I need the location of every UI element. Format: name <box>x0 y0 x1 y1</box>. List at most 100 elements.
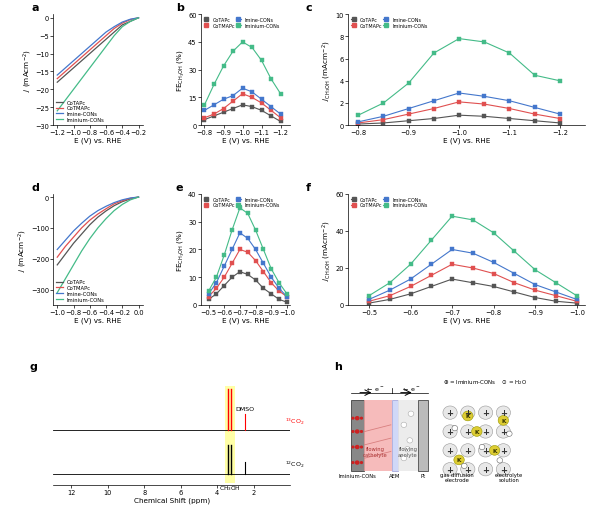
Text: b: b <box>176 3 184 13</box>
Circle shape <box>496 463 511 476</box>
Text: +: + <box>465 427 472 436</box>
Bar <box>350 400 363 472</box>
X-axis label: E (V) vs. RHE: E (V) vs. RHE <box>443 317 491 323</box>
Text: c: c <box>306 3 312 13</box>
Circle shape <box>498 416 509 425</box>
Legend: CoTAPc, CoTMAPc, Imine-CONs, Iminium-CONs: CoTAPc, CoTMAPc, Imine-CONs, Iminium-CON… <box>350 18 428 29</box>
Text: K: K <box>466 414 470 419</box>
Bar <box>398 400 418 472</box>
Bar <box>225 386 235 483</box>
Text: +: + <box>465 409 472 417</box>
Circle shape <box>360 445 363 448</box>
Circle shape <box>351 430 355 433</box>
X-axis label: E (V) vs. RHE: E (V) vs. RHE <box>74 317 122 323</box>
Circle shape <box>461 444 475 457</box>
Text: K: K <box>475 429 479 434</box>
Text: K: K <box>501 418 506 423</box>
Text: gas diffusion
electrode: gas diffusion electrode <box>440 472 474 482</box>
Text: +: + <box>447 427 453 436</box>
Legend: CoTAPc, CoTMAPc, Imine-CONs, Iminium-CONs: CoTAPc, CoTMAPc, Imine-CONs, Iminium-CON… <box>203 18 281 29</box>
Text: flowing
anolyte: flowing anolyte <box>398 446 418 457</box>
Circle shape <box>489 445 500 456</box>
Circle shape <box>496 444 511 457</box>
Circle shape <box>506 431 512 436</box>
Text: +: + <box>500 465 507 474</box>
Circle shape <box>461 406 475 420</box>
Legend: CoTAPc, CoTMAPc, Imine-CONs, Iminium-CONs: CoTAPc, CoTMAPc, Imine-CONs, Iminium-CON… <box>56 279 105 302</box>
Text: Iminium-CONs: Iminium-CONs <box>338 473 376 478</box>
X-axis label: E (V) vs. RHE: E (V) vs. RHE <box>222 317 269 323</box>
Text: K: K <box>457 458 462 463</box>
Circle shape <box>443 406 457 420</box>
Y-axis label: $j_{\rm CH_3OH}$ (mAcm$^{-2}$): $j_{\rm CH_3OH}$ (mAcm$^{-2}$) <box>321 40 335 101</box>
Bar <box>363 400 392 472</box>
Text: d: d <box>32 182 40 192</box>
Circle shape <box>479 444 493 457</box>
Circle shape <box>355 445 359 449</box>
Circle shape <box>454 455 465 465</box>
Circle shape <box>360 430 363 433</box>
Circle shape <box>355 461 359 465</box>
Text: +: + <box>465 446 472 455</box>
Circle shape <box>496 406 511 420</box>
Circle shape <box>355 429 359 434</box>
X-axis label: E (V) vs. RHE: E (V) vs. RHE <box>222 137 269 144</box>
Text: +: + <box>482 446 489 455</box>
Circle shape <box>462 463 467 469</box>
Text: h: h <box>334 362 342 372</box>
Text: $^{13}$CO$_2$: $^{13}$CO$_2$ <box>285 416 304 426</box>
Circle shape <box>461 425 475 438</box>
Bar <box>392 400 398 472</box>
Text: Pt: Pt <box>420 473 426 478</box>
Circle shape <box>496 425 511 438</box>
Text: +: + <box>482 427 489 436</box>
Circle shape <box>463 411 473 421</box>
Circle shape <box>443 463 457 476</box>
Text: e: e <box>176 182 183 192</box>
Text: AEM: AEM <box>389 473 401 478</box>
X-axis label: Chemical Shift (ppm): Chemical Shift (ppm) <box>134 496 210 503</box>
Text: +: + <box>447 446 453 455</box>
Circle shape <box>472 427 482 436</box>
Circle shape <box>351 417 355 420</box>
Circle shape <box>497 458 503 463</box>
Text: +: + <box>465 465 472 474</box>
Circle shape <box>408 411 414 417</box>
Circle shape <box>479 463 493 476</box>
Y-axis label: FE$_{\rm CH_3OH}$ (%): FE$_{\rm CH_3OH}$ (%) <box>176 229 187 271</box>
Circle shape <box>355 416 359 421</box>
Text: +: + <box>447 409 453 417</box>
Text: CH$_3$OH: CH$_3$OH <box>219 484 241 492</box>
Text: K: K <box>492 448 497 453</box>
Circle shape <box>407 438 413 443</box>
Y-axis label: $j$ (mAcm$^{-2}$): $j$ (mAcm$^{-2}$) <box>21 49 34 92</box>
Text: f: f <box>306 182 310 192</box>
Text: +: + <box>500 427 507 436</box>
Circle shape <box>443 444 457 457</box>
Text: +: + <box>447 465 453 474</box>
Circle shape <box>360 461 363 464</box>
Text: flowing
catholyte: flowing catholyte <box>363 446 388 457</box>
Text: $\oplus$ = Iminium-CONs    $\odot$ = H$_2$O: $\oplus$ = Iminium-CONs $\odot$ = H$_2$O <box>443 377 527 386</box>
Circle shape <box>479 406 493 420</box>
Text: +: + <box>500 409 507 417</box>
Circle shape <box>405 447 410 452</box>
Text: DMSO: DMSO <box>235 406 254 411</box>
Legend: CoTAPc, CoTMAPc, Imine-CONs, Iminium-CONs: CoTAPc, CoTMAPc, Imine-CONs, Iminium-CON… <box>203 197 281 209</box>
Text: $^{12}$CO$_2$: $^{12}$CO$_2$ <box>285 459 304 469</box>
Circle shape <box>401 422 407 428</box>
Text: +: + <box>482 409 489 417</box>
Text: $\leftarrow$ e$^-$: $\leftarrow$ e$^-$ <box>401 384 421 392</box>
Circle shape <box>479 444 485 450</box>
X-axis label: E (V) vs. RHE: E (V) vs. RHE <box>443 137 491 144</box>
Text: g: g <box>30 362 37 372</box>
Circle shape <box>351 445 355 448</box>
Legend: CoTAPc, CoTMAPc, Imine-CONs, Iminium-CONs: CoTAPc, CoTMAPc, Imine-CONs, Iminium-CON… <box>56 100 105 123</box>
Circle shape <box>443 425 457 438</box>
Bar <box>418 400 427 472</box>
Circle shape <box>452 426 457 431</box>
Circle shape <box>401 456 407 461</box>
Text: $\leftarrow$ e$^-$: $\leftarrow$ e$^-$ <box>365 384 385 392</box>
Legend: CoTAPc, CoTMAPc, Imine-CONs, Iminium-CONs: CoTAPc, CoTMAPc, Imine-CONs, Iminium-CON… <box>350 197 428 209</box>
Text: +: + <box>482 465 489 474</box>
